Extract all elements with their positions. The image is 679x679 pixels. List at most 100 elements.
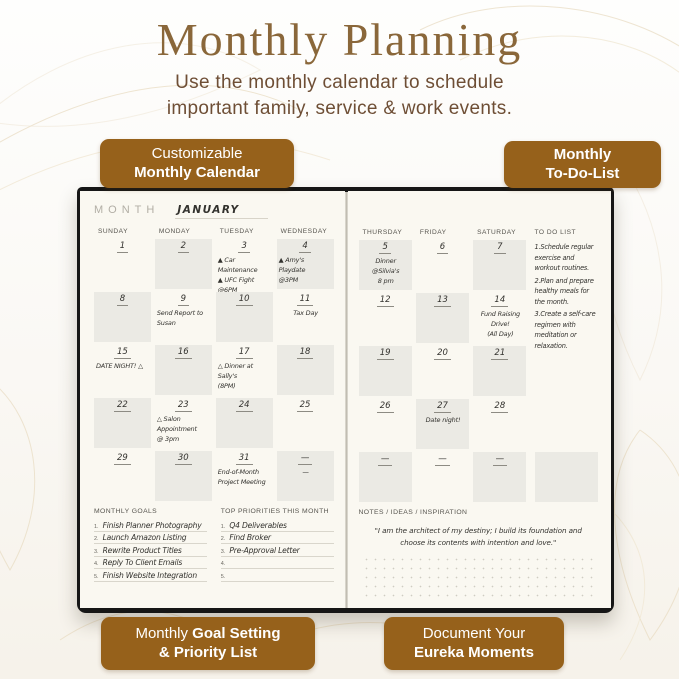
- right-calendar-grid: 5 Dinner @Silvia's 8 pm 6 7: [358, 240, 527, 502]
- top-priorities-section: TOP PRIORITIES THIS MONTH 1. Q4 Delivera…: [220, 508, 334, 599]
- badge-line: & Priority List: [158, 643, 258, 661]
- day-entry: △ Salon Appointment @ 3pm: [156, 415, 197, 444]
- priority-list-item: 4.: [220, 557, 334, 569]
- day-number: 22: [114, 400, 131, 412]
- day-number: —: [377, 454, 393, 466]
- day-entry: [216, 412, 273, 414]
- calendar-day-cell: 24: [215, 398, 273, 448]
- weekday-header: SATURDAY: [477, 229, 517, 236]
- calendar-day-cell: 8: [94, 292, 151, 342]
- planner-right-page: THURSDAY FRIDAY SATURDAY 5 Dinner @Silvia'…: [347, 191, 611, 608]
- day-entry: [155, 253, 212, 255]
- weekday-header: THURSDAY: [362, 229, 403, 236]
- day-entry: [473, 360, 526, 362]
- month-header: MONTH JANUARY: [94, 204, 334, 219]
- day-number: 28: [491, 401, 509, 413]
- badge-customizable-monthly-calendar: Customizable Monthly Calendar: [100, 139, 294, 188]
- planner-left-page: MONTH JANUARY SUNDAY MONDAY TUESDAY WEDNESD…: [80, 191, 345, 608]
- day-number: 29: [114, 453, 131, 465]
- calendar-day-cell: 19: [358, 346, 412, 396]
- calendar-day-cell: 18: [276, 345, 334, 395]
- calendar-day-cell: 30: [154, 451, 212, 501]
- day-entry: [216, 306, 273, 308]
- day-entry: —: [302, 468, 309, 476]
- priority-list-item: 2. Find Broker: [220, 532, 334, 544]
- badge-monthly-goal-setting: Monthly Goal Setting & Priority List: [101, 617, 315, 670]
- day-entry: Date night!: [425, 416, 461, 424]
- day-number: 15: [114, 347, 131, 359]
- calendar-day-cell: — —: [276, 451, 334, 501]
- day-number: 12: [376, 295, 394, 307]
- goal-list-item: 1. Finish Planner Photography: [94, 519, 207, 532]
- day-entry: [359, 413, 412, 415]
- day-entry: [416, 254, 469, 256]
- planner-binding-notch: [332, 187, 359, 192]
- day-entry: [473, 254, 526, 256]
- calendar-day-cell: 5 Dinner @Silvia's 8 pm: [358, 240, 412, 290]
- calendar-day-cell: 29: [94, 451, 151, 501]
- calendar-day-cell: 3 ▲ Car Maintenance ▲ UFC Fight @6PM: [216, 239, 273, 294]
- day-number: 3: [238, 241, 250, 253]
- calendar-day-cell: —: [473, 452, 527, 502]
- day-number: 16: [174, 347, 192, 359]
- left-calendar-grid: 1 2 3 ▲ Car Maintenance ▲ UFC Fight @6PM: [94, 239, 334, 501]
- calendar-day-cell: 12: [359, 293, 412, 343]
- calendar-day-cell: 27 Date night!: [415, 399, 470, 449]
- weekday-header: MONDAY: [158, 228, 191, 235]
- day-number: 6: [436, 242, 449, 254]
- day-number: 19: [376, 348, 394, 360]
- calendar-day-cell: 14 Fund Raising Drive! (All Day): [473, 293, 526, 343]
- day-number: 5: [379, 242, 391, 254]
- calendar-day-cell: 20: [416, 346, 469, 396]
- calendar-day-cell: 25: [277, 398, 334, 448]
- to-do-list-section: TO DO LIST 1.Schedule regular exercise a…: [534, 229, 598, 502]
- notes-quote: "I am the architect of my destiny; I bui…: [374, 526, 582, 548]
- day-entry: [94, 412, 151, 414]
- day-entry: [94, 465, 151, 467]
- calendar-day-cell: 4 ▲ Amy's Playdate @3PM: [276, 239, 334, 289]
- badge-line: To-Do-List: [545, 164, 620, 182]
- priority-list-item: 1. Q4 Deliverables: [220, 519, 334, 532]
- day-entry: Tax Day: [293, 309, 318, 317]
- goal-list-item: 3. Rewrite Product Titles: [94, 544, 207, 557]
- calendar-day-cell: 21: [473, 346, 527, 396]
- calendar-day-cell: 11 Tax Day: [277, 292, 334, 342]
- calendar-day-cell: 9 Send Report to Susan: [155, 292, 212, 342]
- calendar-day-cell: 16: [154, 345, 212, 395]
- calendar-day-cell: 1: [94, 239, 151, 289]
- day-number: 13: [434, 295, 451, 307]
- calendar-day-cell: 2: [154, 239, 212, 289]
- left-weekday-headers: SUNDAY MONDAY TUESDAY WEDNESDAY: [94, 228, 334, 235]
- day-number: 27: [434, 401, 451, 413]
- badge-line: Document Your: [422, 624, 526, 642]
- day-entry: DATE NIGHT! △: [96, 362, 143, 370]
- day-entry: Fund Raising Drive! (All Day): [480, 310, 520, 339]
- empty-shaded-cell: [534, 452, 598, 502]
- badge-line: Monthly Calendar: [134, 163, 260, 181]
- to-do-list-heading: TO DO LIST: [534, 229, 577, 236]
- to-do-item: 3.Create a self-care regimen with medita…: [534, 310, 596, 350]
- day-entry: [473, 413, 526, 415]
- page-title: Monthly Planning: [156, 14, 523, 65]
- left-page-footer: MONTHLY GOALS 1. Finish Planner Photogra…: [94, 508, 334, 599]
- day-number: —: [492, 454, 508, 466]
- calendar-day-cell: 10: [215, 292, 273, 342]
- badge-line: Goal Setting: [192, 624, 281, 642]
- day-entry: [359, 307, 412, 309]
- notes-section: NOTES / IDEAS / INSPIRATION "I am the ar…: [359, 509, 599, 599]
- day-number: 21: [491, 348, 509, 360]
- badge-line: Eureka Moments: [413, 643, 535, 661]
- day-number: 30: [174, 453, 192, 465]
- day-entry: [277, 412, 334, 414]
- day-entry: [473, 466, 526, 468]
- day-number: 24: [235, 400, 253, 412]
- day-entry: Send Report to Susan: [156, 309, 203, 328]
- day-number: —: [435, 454, 450, 466]
- day-number: 7: [494, 242, 506, 254]
- day-number: 25: [296, 400, 314, 412]
- planner-spread: MONTH JANUARY SUNDAY MONDAY TUESDAY WEDNESD…: [77, 187, 614, 613]
- badge-document-eureka-moments: Document Your Eureka Moments: [384, 617, 564, 670]
- day-number: —: [297, 453, 313, 465]
- day-number: 17: [235, 347, 253, 359]
